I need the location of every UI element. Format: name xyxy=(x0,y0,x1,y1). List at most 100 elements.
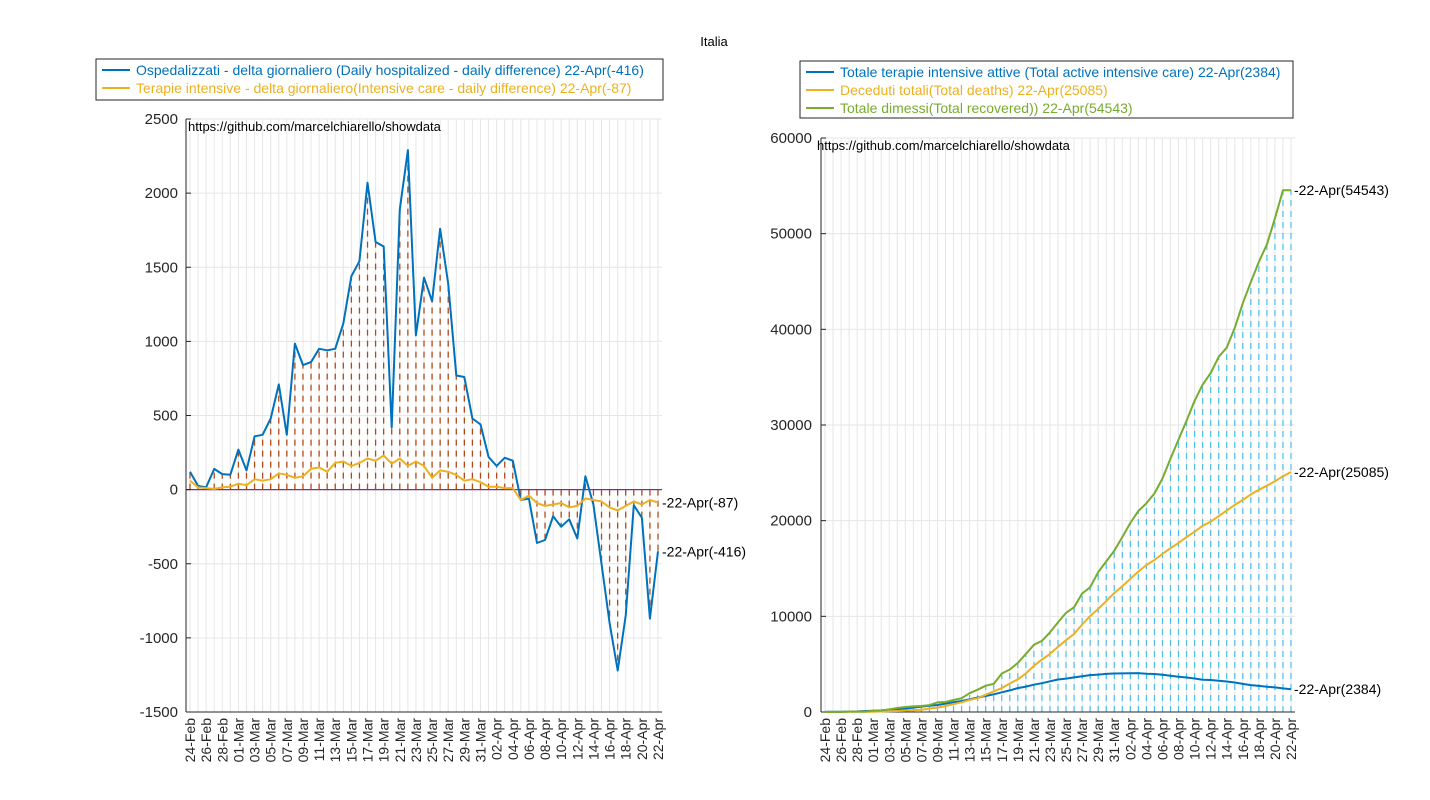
x-tick-label: 28-Feb xyxy=(214,718,230,763)
right-chart-panel: 0 10000 20000 30000 40000 50000 60000 24-Feb 26-… xyxy=(770,60,1389,763)
x-tick-label: 19-Mar xyxy=(376,718,392,763)
y-tick-label: 2500 xyxy=(145,111,178,128)
figure-title: Italia xyxy=(700,34,728,49)
x-tick-label: 28-Feb xyxy=(849,718,865,763)
y-tick-label: -1500 xyxy=(140,704,178,721)
x-tick-label: 31-Mar xyxy=(1106,718,1122,763)
x-tick-label: 26-Feb xyxy=(198,718,214,763)
x-tick-label: 27-Mar xyxy=(1074,718,1090,763)
series-end-label: -22-Apr(-416) xyxy=(662,543,746,559)
x-tick-label: 08-Apr xyxy=(1171,718,1187,760)
y-tick-label: -500 xyxy=(148,556,178,573)
x-tick-label: 03-Mar xyxy=(881,718,897,763)
x-tick-label: 14-Apr xyxy=(1219,718,1235,760)
grid xyxy=(186,118,662,713)
legend-entry: Totale terapie intensive attive (Total a… xyxy=(840,64,1280,80)
y-tick-label: 500 xyxy=(153,408,178,425)
x-tick-label: 29-Mar xyxy=(456,718,472,763)
x-tick-label: 09-Mar xyxy=(295,718,311,763)
legend-entry: Terapie intensive - delta giornaliero(In… xyxy=(136,80,631,96)
x-tick-label: 21-Mar xyxy=(1026,718,1042,763)
y-tick-label: 30000 xyxy=(770,417,812,434)
x-tick-label: 16-Apr xyxy=(1235,718,1251,760)
x-tick-label: 09-Mar xyxy=(929,718,945,763)
x-tick-label: 05-Mar xyxy=(897,718,913,763)
x-tick-label: 06-Apr xyxy=(521,718,537,760)
legend-box xyxy=(799,60,1294,119)
x-tick-label: 16-Apr xyxy=(602,718,618,760)
x-tick-label: 15-Mar xyxy=(343,718,359,763)
x-tick-label: 12-Apr xyxy=(1203,718,1219,760)
y-tick-label: 50000 xyxy=(770,226,812,243)
x-tick-label: 08-Apr xyxy=(537,718,553,760)
x-tick-label: 04-Apr xyxy=(505,718,521,760)
series-end-label: -22-Apr(25085) xyxy=(1294,464,1389,480)
x-tick-label: 17-Mar xyxy=(360,718,376,763)
grid xyxy=(821,137,1295,713)
x-tick-label: 10-Apr xyxy=(1187,718,1203,760)
x-tick-label: 20-Apr xyxy=(1267,718,1283,760)
y-tick-label: 60000 xyxy=(770,130,812,147)
x-tick-label: 06-Apr xyxy=(1154,718,1170,760)
watermark-url: https://github.com/marcelchiarello/showd… xyxy=(188,119,442,134)
x-tick-label: 18-Apr xyxy=(618,718,634,760)
x-tick-label: 18-Apr xyxy=(1251,718,1267,760)
x-tick-label: 13-Mar xyxy=(327,718,343,763)
y-tick-label: 0 xyxy=(804,704,812,721)
series-line-3 xyxy=(825,189,1291,713)
x-tick-label: 07-Mar xyxy=(279,718,295,763)
x-tick-label: 11-Mar xyxy=(946,718,962,762)
legend-entry: Ospedalizzati - delta giornaliero (Daily… xyxy=(136,62,644,78)
series-end-label: -22-Apr(-87) xyxy=(662,495,738,511)
x-tick-label: 07-Mar xyxy=(913,718,929,763)
y-tick-label: 1500 xyxy=(145,259,178,276)
x-tick-label: 01-Mar xyxy=(865,718,881,763)
x-tick-label: 29-Mar xyxy=(1090,718,1106,763)
x-tick-label: 23-Mar xyxy=(1042,718,1058,763)
legend-entry: Totale dimessi(Total recovered)) 22-Apr(… xyxy=(840,100,1133,116)
y-tick-label: 10000 xyxy=(770,608,812,625)
x-tick-label: 24-Feb xyxy=(817,718,833,763)
y-tick-label: 1000 xyxy=(145,333,178,350)
y-tick-label: 2000 xyxy=(145,185,178,202)
x-tick-label: 25-Mar xyxy=(1058,718,1074,763)
x-tick-label: 13-Mar xyxy=(962,718,978,763)
x-tick-label: 14-Apr xyxy=(585,718,601,760)
series-line-1 xyxy=(189,149,659,672)
y-tick-label: 0 xyxy=(170,482,178,499)
x-tick-label: 22-Apr xyxy=(1283,718,1299,760)
y-tick-label: 20000 xyxy=(770,513,812,530)
x-tick-label: 23-Mar xyxy=(408,718,424,763)
x-tick-label: 02-Apr xyxy=(1122,718,1138,760)
x-tick-label: 02-Apr xyxy=(489,718,505,760)
stem-lines xyxy=(189,150,659,671)
x-tick-label: 15-Mar xyxy=(978,718,994,763)
legend-entry: Deceduti totali(Total deaths) 22-Apr(250… xyxy=(840,82,1108,98)
series-line-2 xyxy=(189,454,659,512)
left-chart-panel: -1500 -1000 -500 0 500 1000 1500 2000 2500 24-Feb… xyxy=(95,58,746,763)
x-tick-label: 22-Apr xyxy=(650,718,666,760)
watermark-url: https://github.com/marcelchiarello/showd… xyxy=(817,138,1071,153)
x-tick-label: 03-Mar xyxy=(247,718,263,763)
x-tick-label: 31-Mar xyxy=(472,718,488,763)
y-tick-label: -1000 xyxy=(140,630,178,647)
x-tick-label: 19-Mar xyxy=(1010,718,1026,763)
x-tick-label: 20-Apr xyxy=(634,718,650,760)
x-tick-label: 05-Mar xyxy=(263,718,279,763)
series-end-label: -22-Apr(2384) xyxy=(1294,681,1381,697)
x-tick-label: 10-Apr xyxy=(553,718,569,760)
legend-box xyxy=(95,58,664,101)
legend: Totale terapie intensive attive (Total a… xyxy=(799,60,1294,119)
x-tick-label: 04-Apr xyxy=(1138,718,1154,760)
series-line-1 xyxy=(824,672,1292,713)
legend: Ospedalizzati - delta giornaliero (Daily… xyxy=(95,58,664,101)
y-tick-label: 40000 xyxy=(770,321,812,338)
x-tick-label: 24-Feb xyxy=(182,718,198,763)
x-tick-label: 11-Mar xyxy=(311,718,327,762)
series-end-label: -22-Apr(54543) xyxy=(1294,182,1389,198)
x-tick-label: 26-Feb xyxy=(833,718,849,763)
stem-lines xyxy=(824,190,1292,712)
x-tick-label: 01-Mar xyxy=(230,718,246,763)
x-tick-label: 25-Mar xyxy=(424,718,440,763)
